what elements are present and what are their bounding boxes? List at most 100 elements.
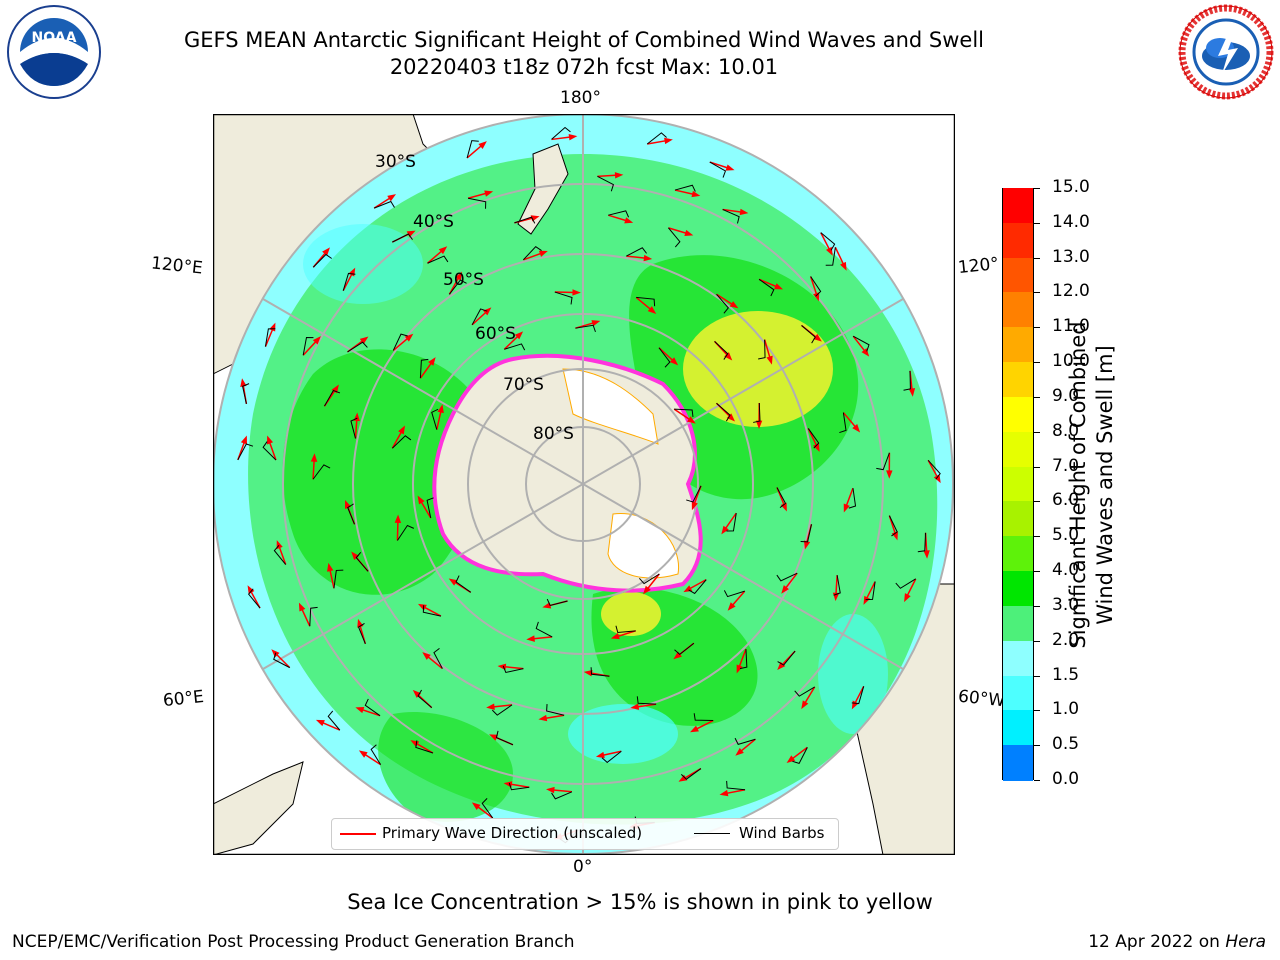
wave-direction-arrow <box>551 136 572 141</box>
waves-peak-yellow <box>683 311 833 427</box>
wave-arrow-head <box>691 190 701 198</box>
colorbar-segment <box>1003 605 1033 642</box>
wave-arrow-head <box>614 172 624 179</box>
colorbar-segment <box>1003 501 1033 538</box>
wind-barb <box>801 325 816 344</box>
wave-arrow-head <box>923 550 930 559</box>
wind-barb <box>636 296 656 307</box>
wind-barb <box>302 337 314 356</box>
wave-arrow-head <box>351 551 360 560</box>
colorbar-segment <box>1003 571 1033 607</box>
wave-direction-arrow <box>278 545 287 565</box>
wind-barb <box>273 544 287 565</box>
wave-arrow-head <box>331 384 339 394</box>
wave-arrow-head <box>298 602 306 612</box>
colorbar-segment <box>1003 396 1033 433</box>
wave-direction-arrow <box>646 573 660 591</box>
wind-barb <box>431 408 439 430</box>
wind-barb <box>242 383 250 404</box>
wave-arrow-head <box>358 750 368 758</box>
wind-barb <box>597 175 615 192</box>
wind-barb <box>417 689 433 709</box>
wind-barb <box>739 649 748 670</box>
wind-barb <box>514 216 536 224</box>
wave-arrow-head <box>724 352 733 361</box>
noaa-logo: NOAA <box>6 4 102 100</box>
wave-direction-arrow <box>354 418 358 439</box>
wind-barb <box>419 358 429 379</box>
wind-barb <box>810 276 822 297</box>
wave-arrow-head <box>726 413 735 422</box>
wind-barb <box>471 308 488 326</box>
wave-arrow-head <box>840 261 847 271</box>
wave-direction-arrow <box>363 753 382 766</box>
wind-barb <box>448 279 467 295</box>
colorbar-segment <box>1003 188 1033 224</box>
wave-direction-arrow <box>906 578 917 598</box>
wind-barb <box>415 740 434 754</box>
wind-barb <box>535 621 553 638</box>
wind-barb <box>758 278 775 297</box>
wind-barb <box>309 606 318 627</box>
wave-arrow-head <box>417 495 425 505</box>
wave-direction-arrow <box>360 708 381 717</box>
wind-barb <box>495 730 514 746</box>
wind-barb <box>327 710 341 731</box>
wave-arrow-head <box>891 531 898 541</box>
wave-direction-arrow <box>476 805 494 819</box>
wave-direction-arrow <box>784 572 798 590</box>
wave-direction-arrow <box>845 487 854 508</box>
wave-arrow-head <box>387 194 397 202</box>
ice-shelf-ross <box>562 368 659 445</box>
wave-arrow-head <box>448 578 458 586</box>
colorbar-tickmark <box>1034 466 1040 468</box>
wave-arrow-head <box>538 714 548 722</box>
wave-arrow-head <box>843 503 850 513</box>
wave-direction-arrow <box>419 500 432 519</box>
wind-barb <box>674 642 695 656</box>
wave-direction-arrow <box>426 655 443 670</box>
wind-barb <box>825 247 836 266</box>
wave-direction-arrow <box>392 337 410 351</box>
wind-barb <box>575 324 596 333</box>
wave-direction-arrow <box>709 161 730 169</box>
waves-peak-yellow-2 <box>601 592 661 636</box>
wind-barb <box>324 389 341 407</box>
colorbar-tickmark <box>1034 431 1040 433</box>
wind-barb <box>807 428 820 449</box>
wind-barb <box>523 246 542 261</box>
wave-arrow-head <box>266 435 274 445</box>
wind-barb <box>927 459 941 480</box>
wave-arrow-head <box>721 525 729 535</box>
wind-barb <box>247 588 261 609</box>
wave-arrow-head <box>687 416 696 424</box>
wind-barb <box>392 333 408 351</box>
wave-arrow-head <box>583 670 593 677</box>
wave-arrow-head <box>643 254 653 262</box>
wave-arrow-head <box>736 664 743 674</box>
wave-arrow-head <box>739 208 749 216</box>
wave-arrow-head <box>690 725 699 733</box>
graticule <box>213 114 954 855</box>
wind-barb <box>726 513 737 532</box>
colorbar-tickmark <box>1034 710 1040 712</box>
wave-direction-arrow <box>268 440 277 461</box>
wave-direction-arrow <box>342 272 354 292</box>
wind-barb <box>674 408 694 418</box>
wave-direction-arrow <box>722 208 743 214</box>
colorbar-segment <box>1003 710 1033 747</box>
wave-arrow-head <box>489 734 499 741</box>
lon-label-120w: 120° <box>957 253 1000 279</box>
wind-barb <box>895 578 917 589</box>
wave-direction-arrow <box>724 512 737 530</box>
wave-direction-arrow <box>790 746 808 761</box>
wave-direction-arrow <box>842 412 857 429</box>
lat-label-50s: 50°S <box>443 270 484 290</box>
colorbar-segment <box>1003 222 1033 259</box>
wave-arrow-head <box>526 635 535 642</box>
wave-direction-arrow <box>275 652 291 669</box>
wave-arrow-head <box>471 802 481 810</box>
colorbar-tick-label: 6.0 <box>1052 490 1080 511</box>
wave-arrow-head <box>735 747 744 756</box>
colorbar-tickmark <box>1034 780 1040 781</box>
